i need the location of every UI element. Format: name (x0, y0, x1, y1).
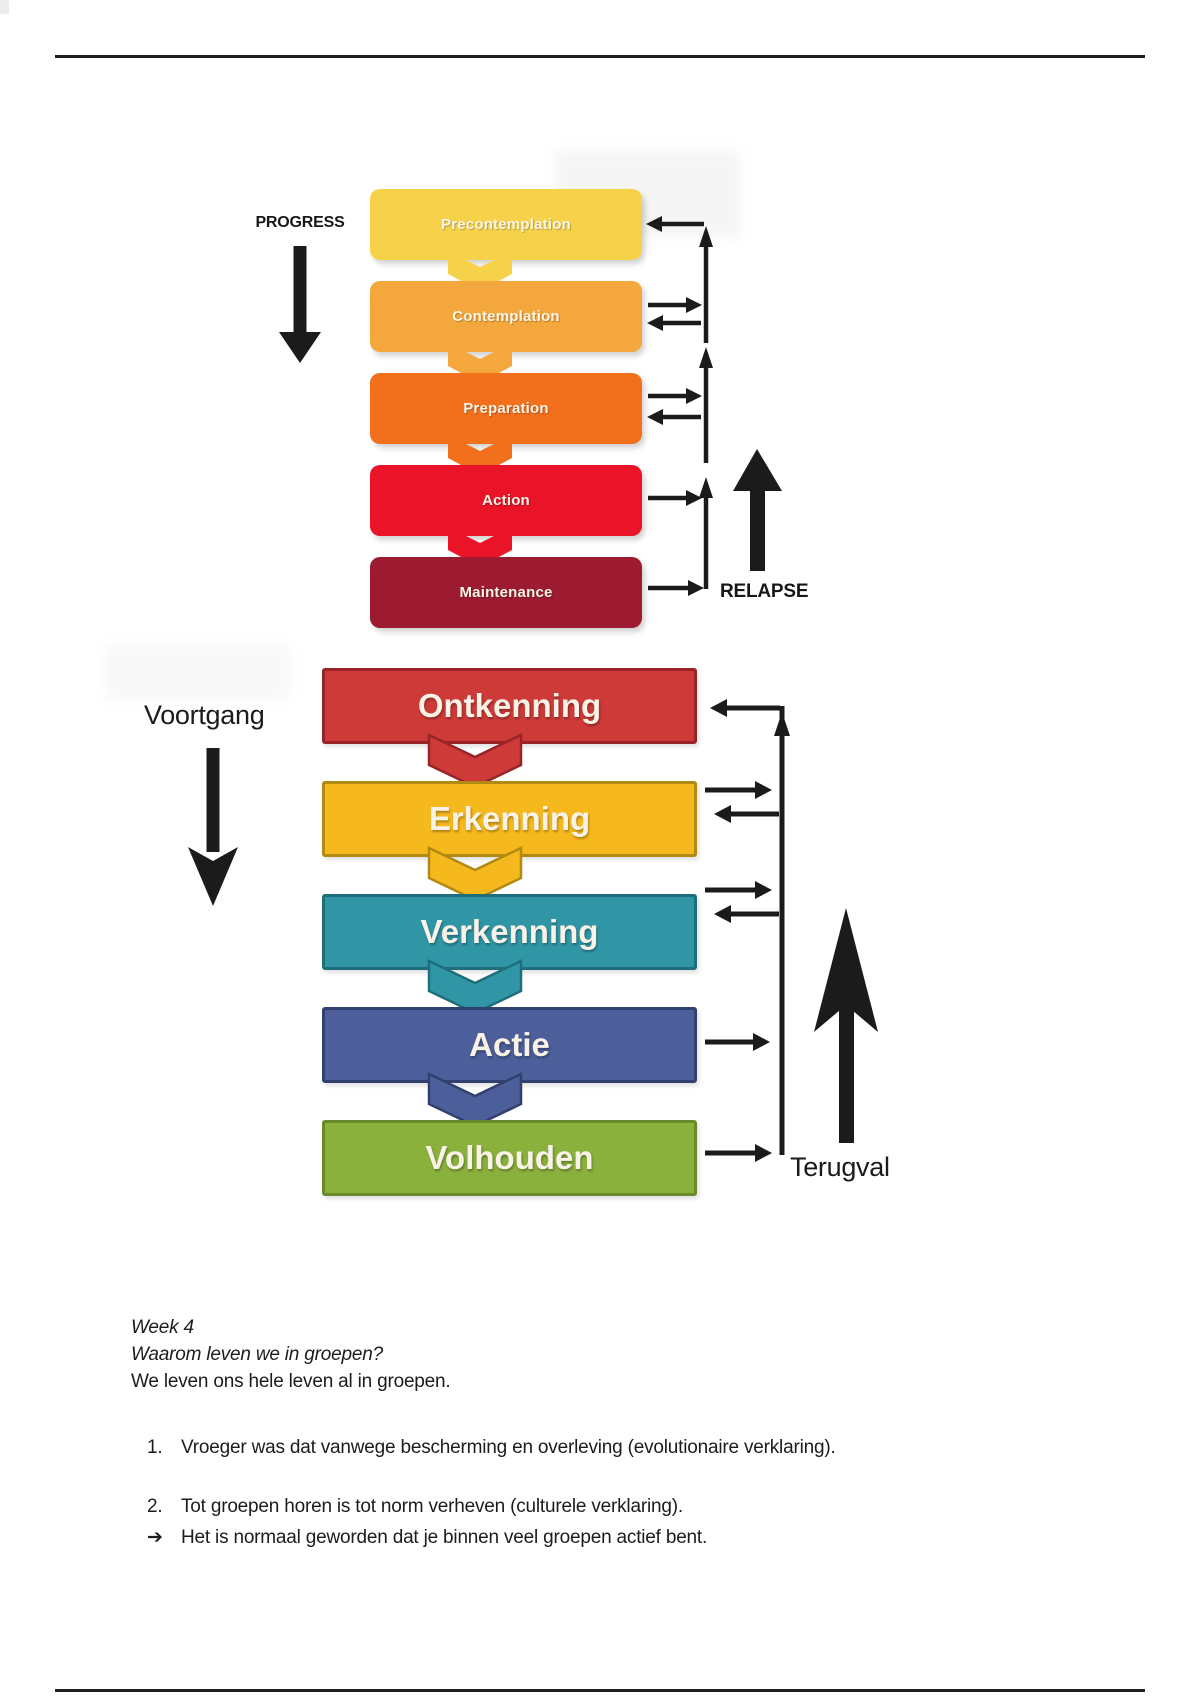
relapse-up-arrow-icon (733, 449, 782, 571)
list-item-marker: 1. (147, 1437, 163, 1458)
terugval-up-arrow-icon (814, 908, 878, 1143)
terugval-label: Terugval (790, 1152, 890, 1182)
notes-intro-line: We leven ons hele leven al in groepen. (131, 1371, 451, 1392)
stage-label: Maintenance (459, 584, 553, 601)
down-chevron-icon (427, 1072, 523, 1128)
stage-box: Ontkenning (322, 668, 697, 789)
stage-box: Volhouden (322, 1120, 697, 1196)
voortgang-down-arrow-icon (188, 748, 238, 906)
top-rule (55, 55, 1145, 58)
voortgang-label: Voortgang (144, 700, 265, 730)
list-item: 2. Tot groepen horen is tot norm verheve… (147, 1493, 1047, 1520)
list-item-marker: 2. (147, 1496, 163, 1517)
relapse-label: RELAPSE (720, 581, 809, 602)
down-chevron-icon (427, 846, 523, 902)
list-item: 1. Vroeger was dat vanwege bescherming e… (147, 1434, 1047, 1461)
stage-label: Actie (469, 1026, 550, 1063)
list-item-text: Het is normaal geworden dat je binnen ve… (181, 1527, 708, 1548)
stage-label: Preparation (463, 400, 549, 417)
stage-box: Precontemplation (370, 189, 642, 291)
notes-list: 1. Vroeger was dat vanwege bescherming e… (147, 1434, 1047, 1551)
list-item-text: Tot groepen horen is tot norm verheven (… (181, 1496, 683, 1517)
notes-intro: Week 4 Waarom leven we in groepen? We le… (131, 1314, 451, 1395)
relapse-return-lines (646, 216, 713, 596)
stage-box: Action (370, 465, 642, 567)
stage-label: Erkenning (428, 800, 591, 837)
stage-box: Contemplation (370, 281, 642, 383)
progress-down-arrow-icon (279, 246, 321, 363)
notes-question: Waarom leven we in groepen? (131, 1344, 383, 1365)
list-item: ➔ Het is normaal geworden dat je binnen … (147, 1524, 1047, 1551)
stage-box: Verkenning (322, 894, 697, 1015)
bottom-rule (55, 1689, 1145, 1692)
scan-artifact (105, 645, 290, 700)
stage-label: Action (482, 492, 530, 509)
stage-label: Verkenning (420, 913, 599, 950)
down-chevron-icon (427, 959, 523, 1015)
stage-box: Erkenning (322, 781, 697, 902)
scan-artifact (0, 0, 9, 14)
stage-box: Maintenance (370, 557, 642, 628)
stage-label: Precontemplation (441, 216, 571, 233)
stage-label: Contemplation (452, 308, 560, 325)
list-item-text: Vroeger was dat vanwege bescherming en o… (181, 1437, 836, 1458)
stage-label: Ontkenning (417, 687, 602, 724)
stage-label: Volhouden (425, 1139, 594, 1176)
progress-label: PROGRESS (255, 214, 345, 231)
week-title: Week 4 (131, 1317, 194, 1338)
list-item-marker: ➔ (147, 1527, 163, 1548)
stage-box: Actie (322, 1007, 697, 1128)
down-chevron-icon (427, 733, 523, 789)
stage-box: Preparation (370, 373, 642, 475)
terugval-return-lines (705, 699, 790, 1162)
